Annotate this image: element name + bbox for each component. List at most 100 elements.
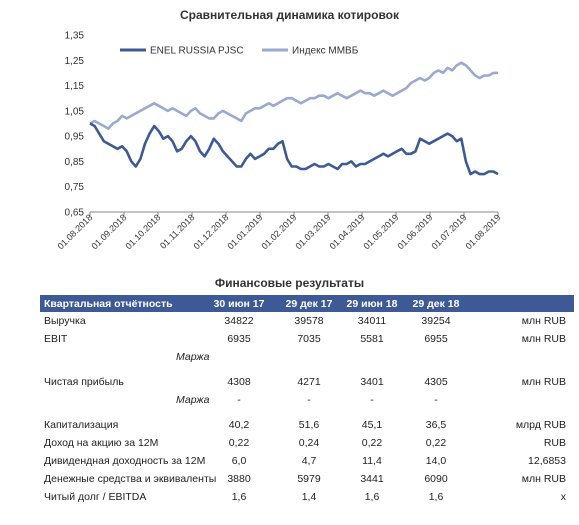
table-row: Денежные средства и эквиваленты 3880 5979 3… xyxy=(40,470,574,488)
price-chart: 0,65 0,75 0,85 0,95 1,05 1,15 1,25 1,35 01.08.20… xyxy=(55,31,502,252)
row-label: Маржа xyxy=(176,394,210,406)
row-value xyxy=(340,348,404,366)
x-tick-label: 01.10.2018 xyxy=(123,212,162,251)
row-value: 4308 xyxy=(227,376,251,388)
row-label: Выручка xyxy=(44,315,86,327)
row-label: Капитализация xyxy=(44,419,119,431)
row-value: 11,4 xyxy=(362,455,382,467)
row-value: 14,0 xyxy=(425,455,447,467)
row-value: 39254 xyxy=(421,315,451,327)
row-unit: 12,6853 xyxy=(528,455,566,467)
x-tick-label: 01.03.2019 xyxy=(293,212,332,251)
x-tick-label: 01.01.2019 xyxy=(225,212,264,251)
header-period: 29 дек 18 xyxy=(404,295,468,312)
spacer-row xyxy=(40,409,574,416)
row-value: 3880 xyxy=(227,473,251,485)
y-tick-label: 1,05 xyxy=(65,106,85,117)
row-value xyxy=(404,348,468,366)
row-value: 4305 xyxy=(424,376,448,388)
row-value: 40,2 xyxy=(228,419,250,431)
x-tick-label: 01.12.2018 xyxy=(191,212,230,251)
x-tick-label: 01.08.2019 xyxy=(463,212,502,251)
header-period xyxy=(468,295,574,312)
row-value: - xyxy=(307,394,311,406)
row-value: 1,6 xyxy=(364,491,380,503)
row-label: Денежные средства и эквиваленты xyxy=(44,473,217,485)
header-period: 29 июн 18 xyxy=(340,295,404,312)
row-value: 7035 xyxy=(297,333,321,345)
y-tick-label: 0,85 xyxy=(65,157,85,168)
row-value: 6090 xyxy=(424,473,448,485)
row-value: - xyxy=(434,394,438,406)
row-value: 45,1 xyxy=(361,419,383,431)
row-value: 6955 xyxy=(424,333,448,345)
financials-table: Квартальная отчётность 30 июн 17 29 дек 17… xyxy=(40,295,574,506)
row-value: 0,22 xyxy=(361,437,383,449)
row-value: 3401 xyxy=(360,376,384,388)
table-row: Читый долг / EBITDA 1,6 1,4 1,6 1,6 x xyxy=(40,488,574,506)
y-tick-label: 1,15 xyxy=(65,81,85,92)
row-value: 4,7 xyxy=(301,455,317,467)
row-value: 1,4 xyxy=(301,491,317,503)
row-label: Дивидендная доходность за 12М xyxy=(44,455,206,467)
legend-item-micex: Индекс ММВБ xyxy=(292,46,359,57)
table-row: Доход на акцию за 12М 0,22 0,24 0,22 0,22 RUB xyxy=(40,434,574,452)
row-value: 1,6 xyxy=(428,491,444,503)
table-row: Дивидендная доходность за 12М 6,0 4,7 11,4 1… xyxy=(40,452,574,470)
table-row: Маржа - - - - xyxy=(40,391,574,409)
row-value: 0,22 xyxy=(425,437,447,449)
x-tick-label: 01.02.2019 xyxy=(259,212,298,251)
row-value: 6935 xyxy=(227,333,251,345)
row-value: 6,0 xyxy=(231,455,247,467)
financials-title: Финансовые результаты xyxy=(214,276,365,290)
row-value: - xyxy=(237,394,241,406)
row-value: 5979 xyxy=(297,473,321,485)
table-row: Чистая прибыль 4308 4271 3401 4305 млн RUB xyxy=(40,373,574,391)
x-tick-label: 01.11.2018 xyxy=(158,212,196,250)
table-header-row: Квартальная отчётность 30 июн 17 29 дек 17… xyxy=(40,295,574,312)
row-label: Маржа xyxy=(176,351,210,363)
row-value: 51,6 xyxy=(298,419,320,431)
header-label: Квартальная отчётность xyxy=(40,295,200,312)
row-value: 34011 xyxy=(357,315,387,327)
x-tick-label: 01.07.2019 xyxy=(429,212,468,251)
header-period: 30 июн 17 xyxy=(200,295,278,312)
y-tick-label: 0,95 xyxy=(65,132,85,143)
spacer-row xyxy=(40,366,574,373)
row-value: 39578 xyxy=(294,315,324,327)
row-value: 5581 xyxy=(360,333,384,345)
header-period: 29 дек 17 xyxy=(278,295,340,312)
row-unit xyxy=(468,348,574,366)
table-row: Маржа xyxy=(40,348,574,366)
row-unit: млн RUB xyxy=(521,376,566,388)
row-unit: x xyxy=(560,491,566,503)
row-value: 0,24 xyxy=(298,437,320,449)
series-line-micex xyxy=(89,61,498,130)
row-value xyxy=(278,348,340,366)
row-value: 0,22 xyxy=(228,437,250,449)
row-value xyxy=(200,348,278,366)
table-row: Выручка 34822 39578 34011 39254 млн RUB xyxy=(40,312,574,330)
row-unit xyxy=(468,391,574,409)
row-value: 4271 xyxy=(297,376,321,388)
legend-item-enel: ENEL RUSSIA PJSC xyxy=(150,46,244,57)
x-tick-label: 01.06.2019 xyxy=(395,212,434,251)
x-tick-label: 01.09.2018 xyxy=(89,212,128,251)
row-unit: млн RUB xyxy=(521,315,566,327)
table-row: EBIT 6935 7035 5581 6955 млн RUB xyxy=(40,330,574,348)
chart-title: Сравнительная динамика котировок xyxy=(179,8,399,22)
row-value: 1,6 xyxy=(231,491,247,503)
y-tick-label: 1,25 xyxy=(65,56,85,67)
y-tick-label: 1,35 xyxy=(65,31,85,42)
row-value: 3441 xyxy=(360,473,384,485)
x-tick-label: 01.04.2019 xyxy=(327,212,366,251)
table-row: Капитализация 40,2 51,6 45,1 36,5 млрд RUB xyxy=(40,416,574,434)
row-unit: млрд RUB xyxy=(515,419,566,431)
row-unit: млн RUB xyxy=(521,473,566,485)
row-value: 36,5 xyxy=(425,419,447,431)
row-label: Чистая прибыль xyxy=(44,376,124,388)
series-line-enel xyxy=(89,122,499,176)
x-tick-label: 01.05.2019 xyxy=(361,212,400,251)
y-tick-label: 0,65 xyxy=(65,208,85,219)
row-unit: RUB xyxy=(543,437,566,449)
